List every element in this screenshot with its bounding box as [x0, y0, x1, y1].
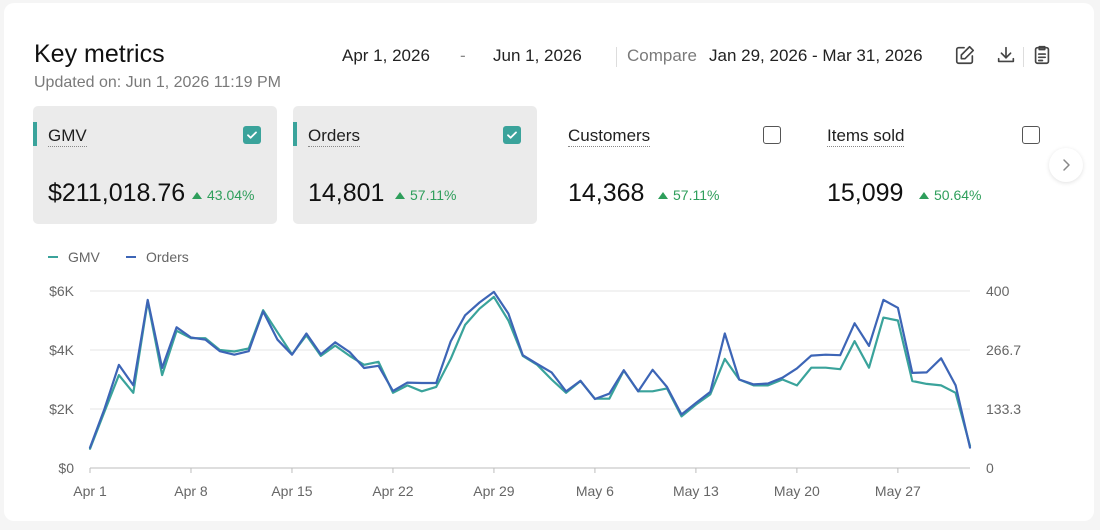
metric-card-gmv[interactable]: GMV $211,018.76 43.04%	[33, 106, 277, 224]
x-tick-label: Apr 1	[73, 483, 107, 499]
x-tick-label: May 27	[875, 483, 921, 499]
metric-value: 15,099	[827, 179, 904, 207]
series-line-orders	[88, 290, 972, 449]
x-tick-label: Apr 8	[174, 483, 208, 499]
date-end-picker[interactable]: Jun 1, 2026	[493, 46, 582, 65]
metric-checkbox[interactable]	[1022, 126, 1040, 144]
checkmark-icon	[507, 131, 517, 139]
legend-swatch	[126, 256, 136, 258]
y-right-tick-label: 0	[986, 460, 994, 476]
compare-range-picker[interactable]: Jan 29, 2026 - Mar 31, 2026	[709, 46, 923, 65]
y-left-tick-label: $6K	[49, 283, 75, 299]
x-tick-label: Apr 22	[372, 483, 413, 499]
x-tick-label: Apr 15	[271, 483, 312, 499]
y-right-tick-label: 400	[986, 283, 1010, 299]
arrow-up-icon	[658, 192, 668, 199]
legend-item-orders[interactable]: Orders	[126, 249, 189, 265]
metric-card-customers[interactable]: Customers 14,368 57.11%	[553, 106, 797, 224]
key-metrics-card: Key metrics Updated on: Jun 1, 2026 11:1…	[4, 3, 1094, 521]
x-tick-label: May 6	[576, 483, 614, 499]
x-tick-label: May 20	[774, 483, 820, 499]
updated-timestamp: Updated on: Jun 1, 2026 11:19 PM	[34, 74, 281, 91]
divider	[616, 47, 617, 67]
metric-label: Customers	[568, 126, 651, 147]
page-title: Key metrics	[34, 40, 165, 68]
next-metrics-button[interactable]	[1049, 148, 1083, 182]
date-range-separator: -	[460, 46, 466, 65]
edit-icon[interactable]	[954, 44, 976, 66]
metric-change: 43.04%	[192, 187, 254, 203]
metric-color-bar	[33, 122, 37, 146]
date-start-picker[interactable]: Apr 1, 2026	[342, 46, 430, 65]
clipboard-icon[interactable]	[1031, 44, 1053, 66]
metric-change: 50.64%	[919, 187, 981, 203]
legend-swatch	[48, 256, 58, 258]
metric-color-bar	[293, 122, 297, 146]
metric-card-items-sold[interactable]: Items sold 15,099 50.64%	[812, 106, 1056, 224]
y-left-tick-label: $4K	[49, 342, 75, 358]
x-tick-label: May 13	[673, 483, 719, 499]
metric-value: 14,368	[568, 179, 645, 207]
checkmark-icon	[247, 131, 257, 139]
y-right-tick-label: 133.3	[986, 401, 1021, 417]
download-icon[interactable]	[995, 44, 1017, 66]
legend-item-gmv[interactable]: GMV	[48, 249, 100, 265]
metric-checkbox[interactable]	[763, 126, 781, 144]
metric-change: 57.11%	[395, 187, 456, 203]
y-right-tick-label: 266.7	[986, 342, 1021, 358]
metric-change: 57.11%	[658, 187, 719, 203]
y-left-tick-label: $0	[58, 460, 74, 476]
arrow-up-icon	[395, 192, 405, 199]
metric-checkbox[interactable]	[503, 126, 521, 144]
metric-label: Orders	[308, 126, 360, 147]
arrow-up-icon	[192, 192, 202, 199]
metric-value: 14,801	[308, 179, 385, 207]
series-line-gmv	[88, 295, 972, 450]
metric-label: Items sold	[827, 126, 905, 147]
metric-value: $211,018.76	[48, 179, 186, 207]
metric-checkbox[interactable]	[243, 126, 261, 144]
y-left-tick-label: $2K	[49, 401, 75, 417]
line-chart: $0 0 $2K 133.3 $4K 266.7 $6K 400 Apr 1 Apr 8 Apr 1…	[49, 283, 1021, 499]
chevron-right-icon	[1063, 159, 1070, 171]
compare-label: Compare	[627, 46, 697, 65]
metric-card-orders[interactable]: Orders 14,801 57.11%	[293, 106, 537, 224]
toolbar-divider	[1023, 47, 1024, 67]
arrow-up-icon	[919, 192, 929, 199]
x-tick-label: Apr 29	[473, 483, 514, 499]
metric-label: GMV	[48, 126, 87, 147]
